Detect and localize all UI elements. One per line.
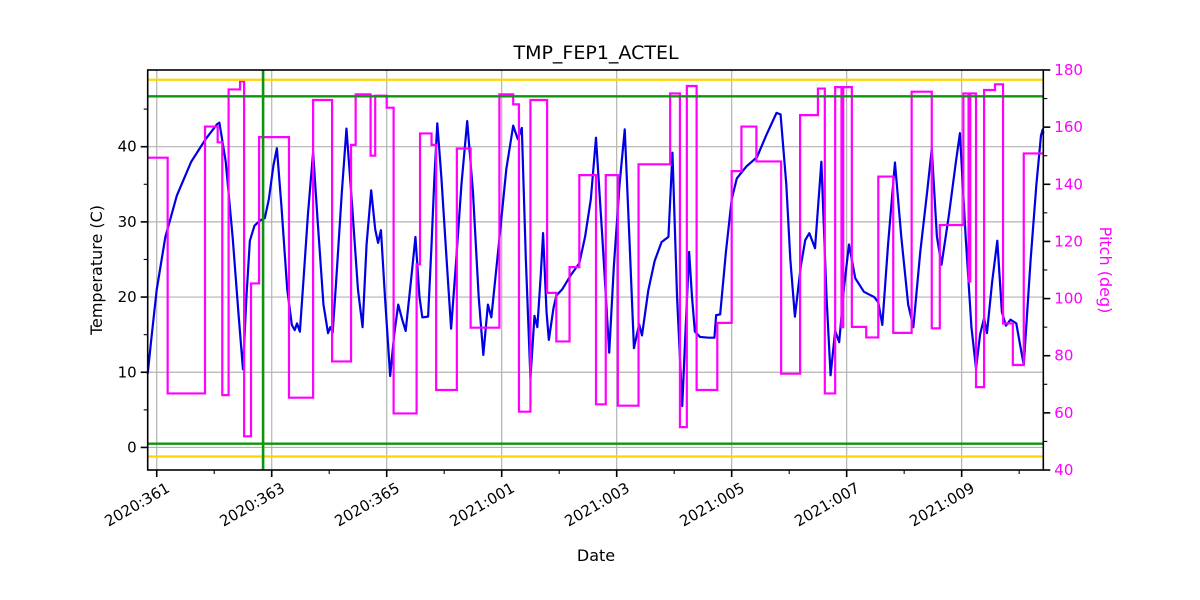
x-tick-label: 2021:007 bbox=[791, 479, 862, 531]
y-right-tick-label: 80 bbox=[1054, 347, 1073, 365]
y-left-tick-label: 30 bbox=[118, 213, 137, 231]
limit-lines bbox=[147, 70, 1044, 470]
x-axis: 2020:361 2020:363 2020:365 2021:001 2021:003… bbox=[101, 470, 1020, 531]
y-left-tick-label: 0 bbox=[127, 438, 137, 456]
y-right-tick-label: 60 bbox=[1054, 404, 1073, 422]
x-tick-label: 2020:361 bbox=[101, 479, 172, 531]
y-right-tick-label: 120 bbox=[1054, 232, 1083, 250]
y-left-tick-label: 20 bbox=[118, 288, 137, 306]
x-tick-label: 2020:365 bbox=[331, 479, 402, 531]
pitch-line bbox=[147, 80, 1044, 438]
y-right-tick-label: 140 bbox=[1054, 175, 1083, 193]
plot-border bbox=[146, 69, 1045, 471]
x-tick-label: 2021:001 bbox=[446, 479, 517, 531]
x-tick-label: 2021:009 bbox=[906, 479, 977, 531]
y-left-tick-label: 10 bbox=[118, 363, 137, 381]
y-right-tick-label: 160 bbox=[1054, 118, 1083, 136]
pitch-path bbox=[147, 80, 1044, 438]
x-tick-label: 2020:363 bbox=[216, 479, 287, 531]
y-axis-right: 40 60 80 100 120 140 160 180 bbox=[1043, 61, 1083, 479]
y-right-tick-label: 180 bbox=[1054, 61, 1083, 79]
y-axis-label-left: Temperature (C) bbox=[87, 204, 106, 336]
x-tick-label: 2021:005 bbox=[676, 479, 747, 531]
chart-title: TMP_FEP1_ACTEL bbox=[513, 42, 679, 64]
y-left-tick-label: 40 bbox=[118, 138, 137, 156]
x-tick-label: 2021:003 bbox=[561, 479, 632, 531]
y-right-tick-label: 100 bbox=[1054, 290, 1083, 308]
y-right-tick-label: 40 bbox=[1054, 461, 1073, 479]
y-axis-left: 0 10 20 30 40 bbox=[118, 108, 148, 456]
x-axis-label: Date bbox=[576, 546, 616, 565]
y-axis-label-right: Pitch (deg) bbox=[1096, 226, 1115, 314]
